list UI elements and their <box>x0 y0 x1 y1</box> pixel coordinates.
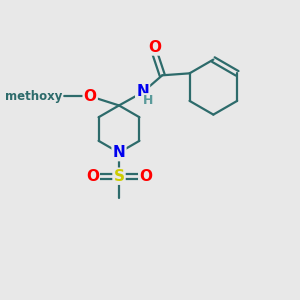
Text: O: O <box>148 40 161 55</box>
Text: O: O <box>139 169 152 184</box>
Text: O: O <box>86 169 99 184</box>
Text: O: O <box>84 89 97 104</box>
Text: N: N <box>112 145 125 160</box>
Text: S: S <box>113 169 124 184</box>
Text: H: H <box>143 94 154 107</box>
Text: N: N <box>136 83 149 98</box>
Text: methoxy: methoxy <box>5 90 63 103</box>
